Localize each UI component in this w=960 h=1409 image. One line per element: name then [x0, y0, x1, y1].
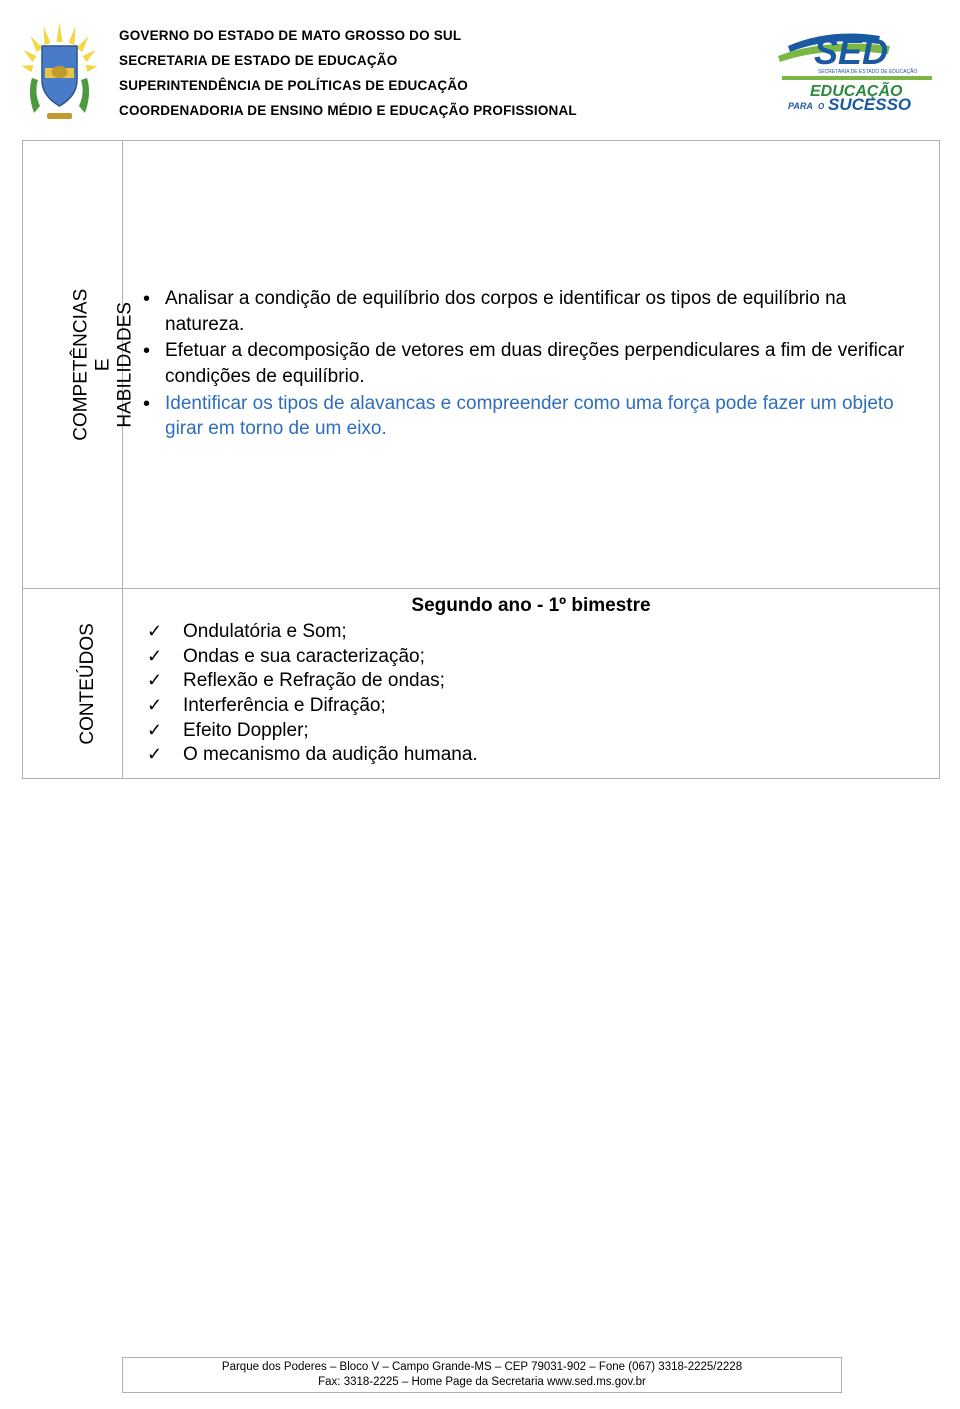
competencias-bullet-list: Analisar a condição de equilíbrio dos co… [137, 286, 925, 442]
conteudo-item: Ondas e sua caracterização; [171, 645, 925, 670]
conteudo-item: O mecanismo da audição humana. [171, 743, 925, 768]
conteudos-check-list: Ondulatória e Som; Ondas e sua caracteri… [137, 620, 925, 768]
conteudo-item: Interferência e Difração; [171, 694, 925, 719]
conteudo-item: Reflexão e Refração de ondas; [171, 669, 925, 694]
conteudos-content: Segundo ano - 1º bimestre Ondulatória e … [123, 588, 940, 778]
document-footer: Parque dos Poderes – Bloco V – Campo Gra… [122, 1357, 842, 1393]
header-line-2: SECRETARIA DE ESTADO DE EDUCAÇÃO [119, 49, 758, 74]
competencias-label: COMPETÊNCIASEHABILIDADES [70, 288, 136, 440]
svg-text:PARA: PARA [788, 101, 813, 111]
conteudos-label-cell: CONTEÚDOS [23, 588, 123, 778]
conteudo-item: Ondulatória e Som; [171, 620, 925, 645]
main-content-table: COMPETÊNCIASEHABILIDADES Analisar a cond… [22, 140, 940, 779]
header-line-1: GOVERNO DO ESTADO DE MATO GROSSO DO SUL [119, 24, 758, 49]
svg-text:O: O [818, 102, 825, 111]
competencia-item: Analisar a condição de equilíbrio dos co… [165, 286, 925, 337]
svg-text:SECRETARIA DE ESTADO DE EDUCAÇ: SECRETARIA DE ESTADO DE EDUCAÇÃO [818, 68, 917, 75]
competencias-content: Analisar a condição de equilíbrio dos co… [123, 140, 940, 588]
header-text-block: GOVERNO DO ESTADO DE MATO GROSSO DO SUL … [119, 18, 758, 124]
header-line-4: COORDENADORIA DE ENSINO MÉDIO E EDUCAÇÃO… [119, 99, 758, 124]
header-line-3: SUPERINTENDÊNCIA DE POLÍTICAS DE EDUCAÇÃ… [119, 74, 758, 99]
svg-text:SED: SED [814, 31, 888, 72]
footer-line-1: Parque dos Poderes – Bloco V – Campo Gra… [123, 1360, 841, 1375]
conteudos-label: CONTEÚDOS [77, 623, 99, 744]
competencia-item: Efetuar a decomposição de vetores em dua… [165, 338, 925, 389]
footer-line-2: Fax: 3318-2225 – Home Page da Secretaria… [123, 1375, 841, 1390]
conteudo-item: Efeito Doppler; [171, 719, 925, 744]
svg-text:SUCESSO: SUCESSO [828, 95, 911, 113]
document-header: GOVERNO DO ESTADO DE MATO GROSSO DO SUL … [0, 0, 960, 134]
section-heading: Segundo ano - 1º bimestre [137, 595, 925, 617]
competencias-label-cell: COMPETÊNCIASEHABILIDADES [23, 140, 123, 588]
state-coat-of-arms-icon [12, 18, 107, 123]
competencia-item: Identificar os tipos de alavancas e comp… [165, 391, 925, 442]
sed-logo-icon: SED SECRETARIA DE ESTADO DE EDUCAÇÃO EDU… [770, 18, 940, 113]
